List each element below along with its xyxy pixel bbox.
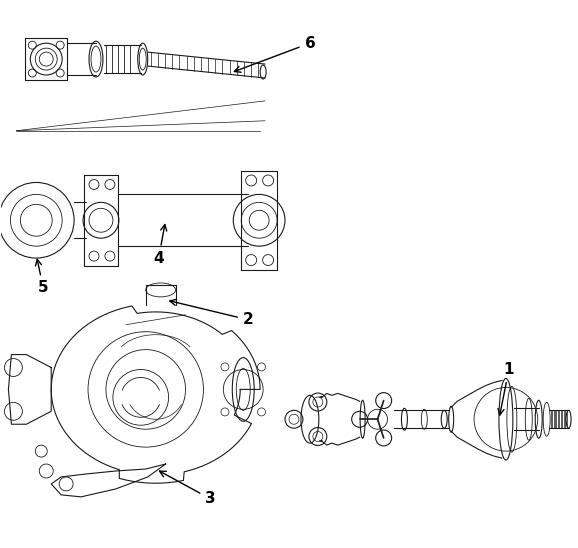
Text: 4: 4	[153, 225, 166, 266]
Text: 3: 3	[160, 471, 216, 506]
Text: 1: 1	[498, 362, 514, 415]
Text: 6: 6	[234, 36, 315, 72]
Text: 2: 2	[170, 299, 254, 327]
Text: 5: 5	[35, 259, 49, 295]
